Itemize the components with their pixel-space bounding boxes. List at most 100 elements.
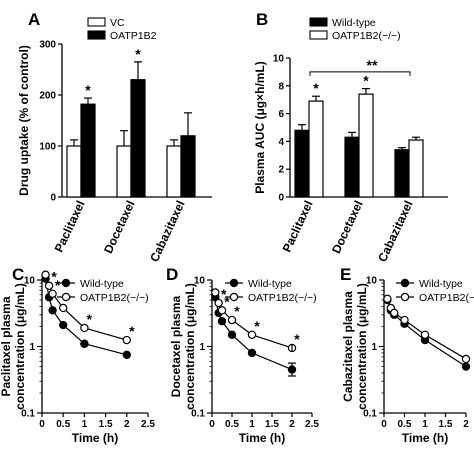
data-point [41,270,50,279]
x-axis-label: Time (h) [239,431,285,445]
x-tick-label: Paclitaxel [280,198,316,254]
legend-swatch [87,17,106,27]
data-point [59,303,68,313]
bar [130,79,146,198]
legend-label: OATP1B2(−/−) [248,292,317,304]
bar [180,135,196,198]
significance-star: * [313,80,319,96]
significance-star: * [135,46,141,62]
legend-label: OATP1B2 [110,30,157,42]
data-point [461,354,471,364]
legend-marker [229,278,239,288]
data-point [59,320,68,330]
x-axis-label: Time (h) [402,431,448,445]
y-tick-label: 6 [278,109,284,120]
x-tick-label: 1 [249,419,255,430]
data-point [214,298,223,308]
data-point [390,308,399,318]
legend-label: Wild-type [332,17,376,29]
significance-star: * [294,331,300,347]
series-line [386,298,467,360]
significance-star: * [51,269,57,285]
y-tick-label: 300 [39,40,56,51]
legend-marker [61,278,71,288]
y-axis-label: Plasma AUC (μg×h/mL) [253,61,267,194]
legend-label: Wild-type [419,278,463,290]
y-tick-label: 0 [278,193,284,204]
y-tick-label: 1 [29,342,35,353]
data-point [227,315,237,325]
data-point [80,339,89,348]
data-point [400,315,409,325]
bar [394,149,410,198]
legend-marker [400,278,410,288]
bar [408,139,424,198]
y-axis-label: Drug uptake (% of control) [17,45,31,196]
legend-swatch [309,17,328,27]
data-point [247,348,257,358]
y-tick-label: 10 [273,54,285,65]
y-tick-label: 0.1 [21,409,35,420]
significance-star: * [221,286,227,302]
data-point [48,289,57,299]
x-tick-label: Docetaxel [329,198,366,255]
bar [308,100,324,198]
y-tick-label: 1 [371,342,377,353]
panel-label: A [28,10,40,29]
y-tick-label: 0.1 [363,409,377,420]
y-tick-label: 4 [278,137,284,148]
y-tick-label: 10 [366,276,378,287]
panel-label: D [166,265,178,284]
x-tick-label: Paclitaxel [52,198,88,254]
panel-a: A 0 100 200 300 Drug uptake (% of control) Pac… [17,10,212,264]
legend-label: OATP1B2(−/−) [80,292,149,304]
x-tick-label: Cabazitaxel [147,198,188,264]
data-point [44,281,54,290]
data-point [48,306,57,315]
x-tick-label: 0 [381,419,387,430]
significance-star: ** [367,57,378,73]
legend-swatch [87,30,106,40]
y-tick-label: 1 [199,342,205,353]
x-tick-label: 0.5 [398,419,412,430]
y-tick-label: 0 [50,193,56,204]
x-tick-label: 2.5 [141,419,155,430]
panel-c: C 0 0.5 1 1.5 2 2.5 Time (h) 0.1 1 10 Paclitaxel pl… [0,265,155,445]
y-tick-label: 0.1 [191,409,205,420]
bar [116,145,132,198]
bar [294,129,310,198]
y-axis-label: Docetaxel plasma [169,295,183,397]
panel-e: E 0 0.5 1 1.5 2 Time (h) 0.1 1 10 Cabazitaxel plas… [340,265,474,445]
legend-label: VC [110,17,125,29]
x-tick-label: 1 [82,419,88,430]
y-tick-label: 2 [278,165,284,176]
bar [358,93,374,198]
legend-marker [229,292,239,302]
y-axis-label: Paclitaxel plasma [0,296,13,396]
y-tick-label: 8 [278,81,284,92]
data-point [211,288,220,297]
panel-d: D 0 0.5 1 1.5 2 2.5 Time (h) 0.1 1 10 Docetaxel pla… [166,265,319,445]
significance-star: * [363,73,369,89]
x-tick-label: Cabazitaxel [375,198,416,264]
x-tick-label: 2 [463,419,469,430]
data-point [227,330,237,339]
legend-marker [61,292,71,302]
x-tick-label: 1 [422,419,428,430]
x-tick-label: 1.5 [265,419,279,430]
x-tick-label: 0.5 [225,419,239,430]
x-tick-label: Docetaxel [101,198,138,255]
significance-star: * [254,318,260,334]
legend-label: OATP1B2(−/−) [419,292,474,304]
x-tick-label: 0 [209,419,215,430]
significance-star: * [224,293,230,309]
significance-star: * [55,277,61,293]
data-point [420,330,430,339]
panel-b: B 0 2 4 6 8 10 Plasma AUC (μg×h/mL) Paclitaxel Do… [253,10,448,264]
y-axis-label: concentration (μg/mL) [355,283,369,410]
x-tick-label: 0.5 [56,419,70,430]
panel-label: B [256,10,268,29]
data-point [383,294,392,304]
significance-bracket [309,71,411,76]
